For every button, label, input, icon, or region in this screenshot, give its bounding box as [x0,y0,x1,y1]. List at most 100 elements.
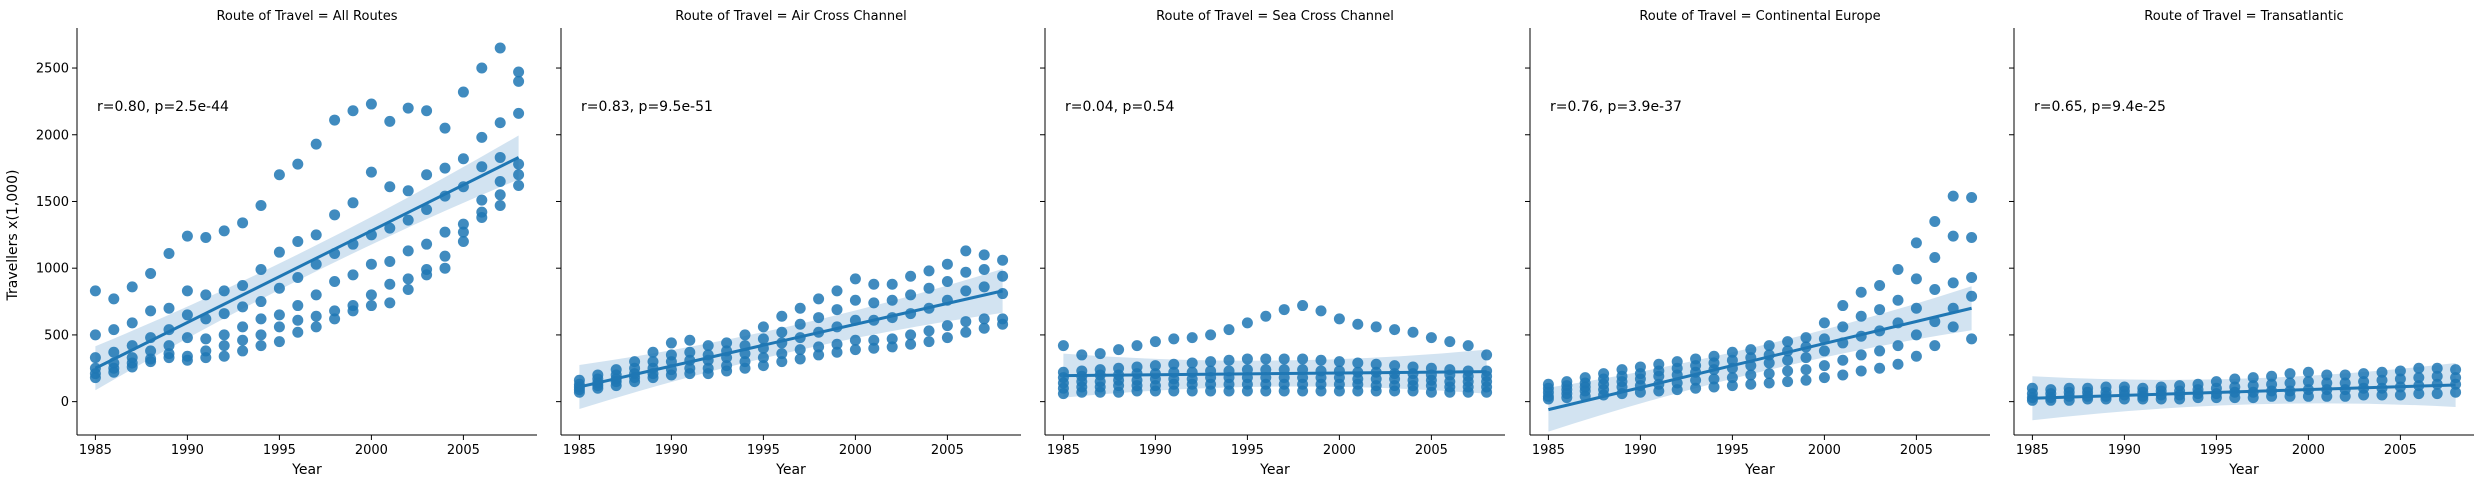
data-point [273,169,285,181]
data-point [1444,386,1456,398]
data-point [2302,376,2314,388]
data-point [421,105,433,117]
correlation-annotation: r=0.65, p=9.4e-25 [2034,99,2166,115]
facet-panel: 1985 1990 1995 2000 2005 Route of Travel = Tr… [2009,9,2474,478]
data-point [813,312,825,324]
data-point [1462,340,1474,352]
data-point [1057,340,1069,352]
data-point [384,256,396,268]
data-point [2266,370,2278,382]
data-point [457,236,469,248]
data-point [237,321,249,333]
data-point [1745,369,1757,381]
data-point [776,310,788,322]
data-point [1800,364,1812,376]
data-point [1186,357,1198,369]
data-point [2026,394,2038,406]
data-point [402,214,414,226]
data-point [1315,385,1327,397]
data-point [2284,377,2296,389]
correlation-annotation: r=0.80, p=2.5e-44 [97,99,229,115]
data-point [1168,385,1180,397]
x-tick-label: 2000 [839,443,872,458]
data-point [237,345,249,357]
data-point [1763,340,1775,352]
data-point [89,329,101,341]
data-point [1745,344,1757,356]
data-point [476,131,488,143]
data-point [1149,385,1161,397]
data-point [2431,370,2443,382]
facet-title: Route of Travel = All Routes [216,9,397,24]
data-point [1929,215,1941,227]
regression-line [94,156,520,370]
data-point [1653,370,1665,382]
x-tick-label: 1990 [2108,443,2141,458]
data-point [1818,345,1830,357]
data-point [813,293,825,305]
data-point [997,270,1009,282]
data-point [513,169,525,181]
correlation-annotation: r=0.83, p=9.5e-51 [581,99,713,115]
data-point [1094,386,1106,398]
data-point [2394,389,2406,401]
data-point [402,273,414,285]
data-point [1947,321,1959,333]
data-point [2284,368,2296,380]
data-point [684,334,696,346]
data-point [1690,374,1702,386]
data-point [831,285,843,297]
data-point [2174,393,2186,405]
data-point [494,151,506,163]
data-point [757,333,769,345]
data-point [163,340,175,352]
data-point [1929,284,1941,296]
data-point [1223,324,1235,336]
data-point [1352,385,1364,397]
x-axis-label: Year [1744,462,1775,478]
data-point [1561,392,1573,404]
data-point [1223,385,1235,397]
data-point [1910,237,1922,249]
data-point [1297,300,1309,312]
data-point [292,314,304,326]
data-point [1763,357,1775,369]
data-point [978,313,990,325]
x-tick-label: 2005 [447,443,480,458]
data-point [1168,333,1180,345]
y-tick-label: 2000 [36,128,69,143]
data-point [1837,369,1849,381]
data-point [1929,340,1941,352]
data-point [292,236,304,248]
data-point [1874,362,1886,374]
data-point [2394,373,2406,385]
data-point [292,272,304,284]
data-point [145,345,157,357]
data-point [218,340,230,352]
data-point [1186,332,1198,344]
data-point [255,340,267,352]
data-point [329,114,341,126]
data-point [1186,385,1198,397]
facet-panel: 1985 1990 1995 2000 2005 Route of Travel = Co… [1525,9,1990,478]
data-point [1855,310,1867,322]
data-point [1966,290,1978,302]
data-point [1763,377,1775,389]
facet-title: Route of Travel = Air Cross Channel [675,9,906,24]
data-point [273,246,285,258]
data-point [1892,294,1904,306]
data-point [629,376,641,388]
data-point [1782,354,1794,366]
data-point [1205,356,1217,368]
data-point [494,199,506,211]
data-point [1892,264,1904,276]
data-point [1966,232,1978,244]
data-point [941,320,953,332]
data-point [978,281,990,293]
data-point [218,285,230,297]
data-point [794,353,806,365]
data-point [1855,365,1867,377]
data-point [776,326,788,338]
data-point [2210,392,2222,404]
data-point [1113,344,1125,356]
